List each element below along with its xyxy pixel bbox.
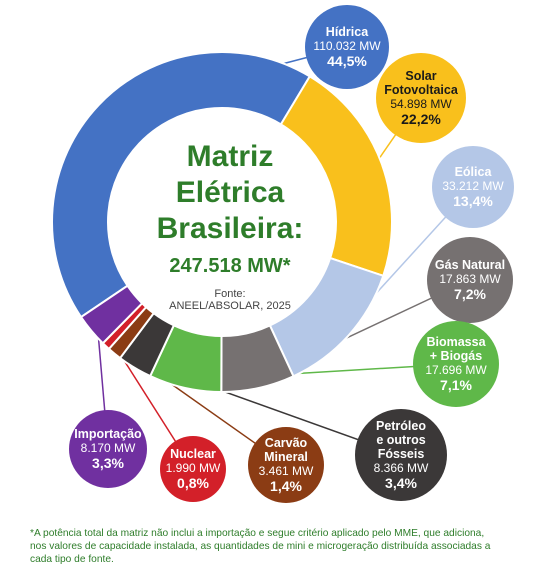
bubble-share-hidrica: 44,5% bbox=[327, 52, 367, 69]
bubble-name-importacao-1: Importação bbox=[74, 426, 142, 441]
footnote-line-3: cada tipo de fonte. bbox=[30, 554, 114, 565]
bubble-name-biomassa-biogas-1: Biomassa bbox=[426, 334, 486, 349]
bubble-nuclear: Nuclear 1.990 MW 0,8% bbox=[160, 436, 226, 502]
source-label: Fonte: bbox=[214, 288, 246, 300]
bubble-name-carvao-mineral-2: Mineral bbox=[264, 449, 308, 464]
bubble-capacity-biomassa-biogas: 17.696 MW bbox=[425, 362, 487, 377]
chart-title-line-1: Matriz bbox=[186, 140, 274, 173]
chart-title-line-2: Elétrica bbox=[175, 176, 285, 209]
bubble-share-carvao-mineral: 1,4% bbox=[270, 477, 302, 494]
bubble-eolica: Eólica 33.212 MW 13,4% bbox=[432, 146, 514, 228]
bubble-capacity-nuclear: 1.990 MW bbox=[165, 460, 221, 475]
bubble-name-gas-natural-1: Gás Natural bbox=[434, 257, 506, 272]
slice-hidrica bbox=[51, 51, 312, 319]
source-value: ANEEL/ABSOLAR, 2025 bbox=[169, 300, 291, 312]
bubble-name-petroleo-outros-fosseis-2: e outros bbox=[376, 432, 426, 447]
bubble-capacity-gas-natural: 17.863 MW bbox=[439, 271, 501, 286]
donut-slices bbox=[51, 51, 393, 394]
bubble-hidrica: Hídrica 110.032 MW 44,5% bbox=[305, 5, 389, 89]
bubble-capacity-importacao: 8.170 MW bbox=[80, 440, 136, 455]
bubble-share-petroleo-outros-fosseis: 3,4% bbox=[385, 474, 417, 491]
bubble-name-nuclear-1: Nuclear bbox=[170, 446, 216, 461]
total-capacity: 247.518 MW* bbox=[169, 255, 291, 277]
bubble-petroleo-outros-fosseis: Petróleo e outros Fósseis 8.366 MW 3,4% bbox=[355, 409, 447, 501]
bubble-name-biomassa-biogas-2: + Biogás bbox=[429, 348, 483, 363]
footnote-line-2: nos valores de capacidade instalada, as … bbox=[30, 541, 491, 552]
bubble-gas-natural: Gás Natural 17.863 MW 7,2% bbox=[427, 237, 513, 323]
slice-importacao bbox=[79, 284, 144, 345]
bubble-capacity-carvao-mineral: 3.461 MW bbox=[258, 463, 314, 478]
bubble-share-importacao: 3,3% bbox=[92, 454, 124, 471]
bubble-name-solar-fotovoltaica-1: Solar bbox=[405, 68, 437, 83]
bubble-share-eolica: 13,4% bbox=[453, 192, 493, 209]
bubble-name-hidrica-1: Hídrica bbox=[325, 24, 369, 39]
bubble-capacity-hidrica: 110.032 MW bbox=[313, 38, 381, 53]
bubble-share-solar-fotovoltaica: 22,2% bbox=[401, 110, 441, 127]
footnote: *A potência total da matriz não inclui a… bbox=[30, 527, 510, 566]
bubble-share-biomassa-biogas: 7,1% bbox=[440, 376, 472, 393]
bubble-name-eolica-1: Eólica bbox=[454, 164, 492, 179]
bubble-share-gas-natural: 7,2% bbox=[454, 285, 486, 302]
bubble-name-petroleo-outros-fosseis-3: Fósseis bbox=[377, 446, 425, 461]
bubble-capacity-solar-fotovoltaica: 54.898 MW bbox=[390, 96, 452, 111]
bubble-capacity-eolica: 33.212 MW bbox=[442, 178, 504, 193]
bubble-biomassa-biogas: Biomassa + Biogás 17.696 MW 7,1% bbox=[413, 321, 499, 407]
bubble-name-petroleo-outros-fosseis-1: Petróleo bbox=[375, 418, 426, 433]
bubble-name-solar-fotovoltaica-2: Fotovoltaica bbox=[384, 82, 458, 97]
bubble-carvao-mineral: Carvão Mineral 3.461 MW 1,4% bbox=[248, 427, 324, 503]
bubble-share-nuclear: 0,8% bbox=[177, 474, 209, 491]
bubble-solar-fotovoltaica: Solar Fotovoltaica 54.898 MW 22,2% bbox=[376, 53, 466, 143]
bubble-name-carvao-mineral-1: Carvão bbox=[264, 435, 308, 450]
footnote-line-1: *A potência total da matriz não inclui a… bbox=[30, 528, 485, 539]
bubble-capacity-petroleo-outros-fosseis: 8.366 MW bbox=[373, 460, 429, 475]
chart-title-line-3: Brasileira: bbox=[156, 212, 304, 245]
bubble-importacao: Importação 8.170 MW 3,3% bbox=[69, 410, 147, 488]
